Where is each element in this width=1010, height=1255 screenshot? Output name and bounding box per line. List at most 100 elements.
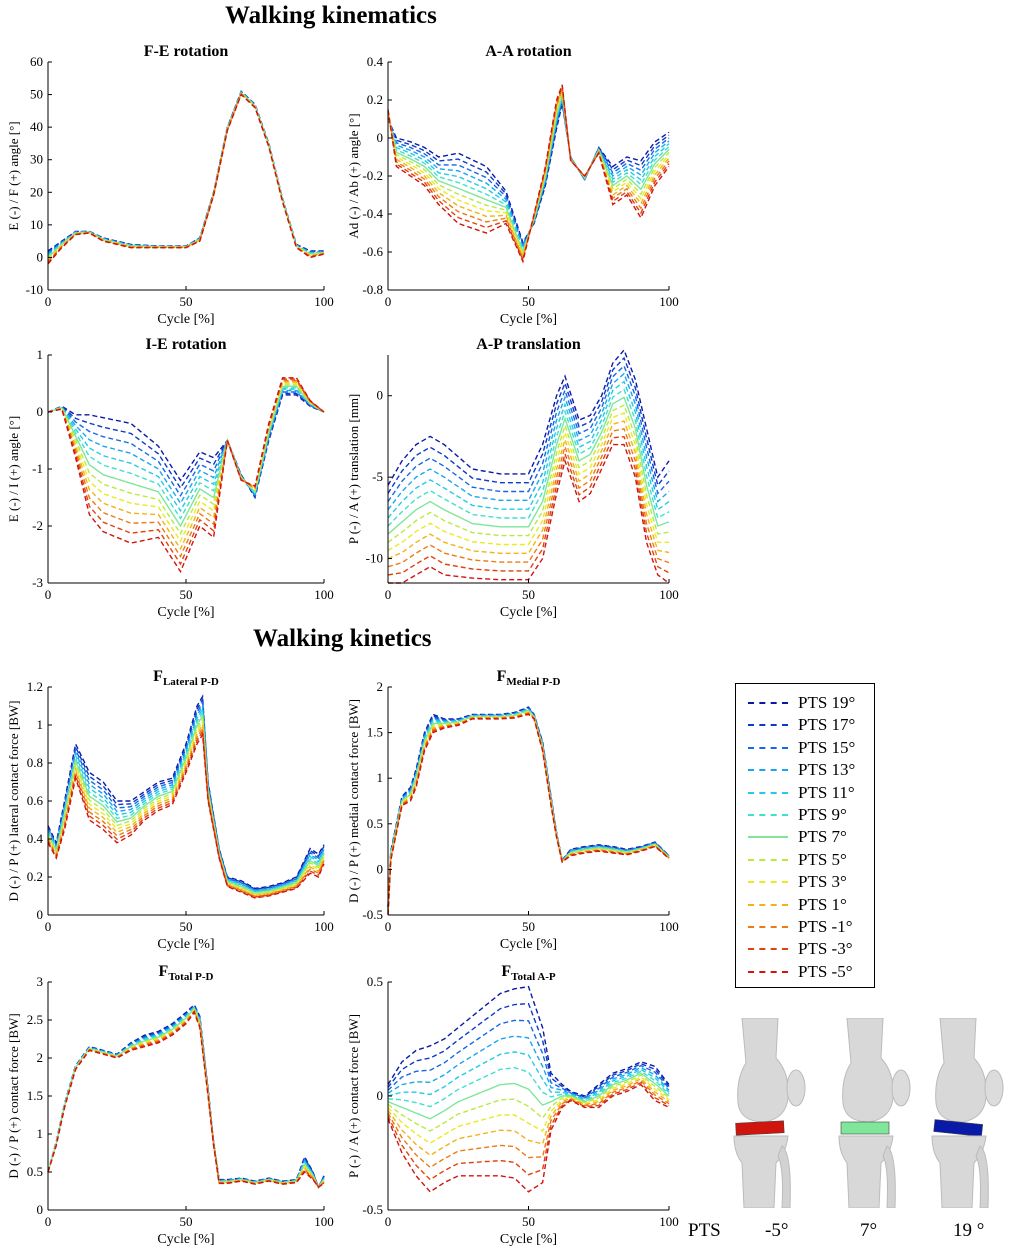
- series-line-12: [388, 443, 670, 584]
- chart-title: A-P translation: [476, 336, 581, 353]
- y-tick-label: 0.2: [27, 869, 43, 884]
- y-tick-label: 3: [37, 974, 44, 989]
- legend-label: PTS 15°: [798, 737, 856, 757]
- series-line-7: [47, 91, 325, 260]
- legend-item: PTS 19°: [748, 692, 855, 714]
- legend-swatch: [748, 970, 788, 973]
- series-line-10: [387, 87, 670, 261]
- tibia-shape: [838, 1135, 894, 1209]
- legend-item: PTS 7°: [748, 826, 847, 848]
- chart-title: FTotal A-P: [501, 963, 556, 983]
- series-line-6: [387, 1072, 670, 1120]
- series-line-10: [387, 712, 670, 914]
- knee-model-svg: [838, 1017, 911, 1209]
- x-tick-label: 50: [522, 1214, 535, 1229]
- series-line-7: [47, 716, 325, 895]
- series-line-7: [387, 404, 670, 543]
- series-line-11: [387, 1081, 670, 1181]
- y-tick-label: 40: [30, 119, 43, 134]
- x-tick-label: 0: [45, 587, 52, 602]
- legend-swatch: [748, 836, 788, 839]
- series-line-12: [47, 732, 325, 899]
- legend-label: PTS 3°: [798, 872, 847, 892]
- legend-label: PTS 7°: [798, 827, 847, 847]
- chart-total-pd-force: FTotal P-D 0 50 100 0 0.5 1 1.5 2 2.5 3 Cycle [%] D …: [0, 960, 340, 1250]
- series-line-7: [387, 710, 670, 912]
- y-tick-label: 0.5: [367, 816, 383, 831]
- series-line-6: [47, 1007, 325, 1189]
- legend-label: PTS 19°: [798, 693, 856, 712]
- series-line-9: [47, 92, 325, 262]
- series-line-12: [387, 84, 670, 264]
- series-line-11: [387, 713, 670, 915]
- series-line-0: [387, 985, 670, 1097]
- y-tick-label: 0: [37, 1202, 44, 1217]
- series-line-2: [47, 700, 325, 891]
- knee-model-svg: [733, 1017, 806, 1209]
- y-tick-label: 0.2: [367, 92, 383, 107]
- series-line-0: [47, 1003, 325, 1190]
- y-tick-label: 0: [37, 249, 44, 264]
- legend-item: PTS 11°: [748, 782, 855, 804]
- y-tick-label: 0: [377, 130, 384, 145]
- legend-item: PTS 13°: [748, 759, 855, 781]
- x-tick-label: 50: [180, 1214, 193, 1229]
- y-tick-label: -1: [32, 461, 43, 476]
- series-line-12: [47, 377, 325, 574]
- x-axis-label: Cycle [%]: [157, 1232, 214, 1247]
- series-line-10: [47, 92, 325, 263]
- series-line-3: [47, 1005, 325, 1189]
- tibial-insert: [735, 1120, 785, 1136]
- series-line-1: [47, 90, 324, 253]
- legend-item: PTS 17°: [748, 714, 855, 736]
- series-line-11: [387, 86, 670, 263]
- legend-swatch: [748, 858, 788, 861]
- tibia-shape: [733, 1135, 789, 1209]
- series-line-3: [47, 389, 325, 505]
- y-axis-label: D (-) / P (+) lateral contact force [BW]: [6, 700, 21, 901]
- series-line-2: [47, 391, 325, 498]
- legend-swatch: [748, 769, 788, 772]
- x-tick-label: 50: [522, 919, 535, 934]
- series-line-4: [47, 1006, 325, 1189]
- series-line-5: [387, 1066, 670, 1108]
- y-tick-label: 0: [377, 388, 384, 403]
- series-line-11: [47, 93, 325, 264]
- legend-item: PTS 15°: [748, 737, 855, 759]
- series-line-9: [47, 1009, 325, 1189]
- legend-label: PTS 13°: [798, 760, 856, 780]
- y-tick-label: 1.5: [367, 725, 383, 740]
- legend-swatch: [748, 926, 788, 928]
- y-tick-label: 0.6: [27, 793, 44, 808]
- pts-axis-label: PTS: [688, 1220, 721, 1241]
- series-line-8: [47, 382, 325, 543]
- series-line-9: [387, 711, 670, 913]
- patella-shape: [786, 1069, 806, 1107]
- x-tick-label: 0: [45, 1214, 52, 1229]
- series-line-1: [47, 1004, 325, 1189]
- y-axis-label: P (-) / A (+) translation [mm]: [346, 394, 361, 545]
- knee-model-svg: [931, 1017, 1004, 1209]
- chart-fe-rotation: F-E rotation 0 50 100 -10 0 10 20 30 40 50 60 Cycle …: [0, 40, 340, 330]
- legend-swatch: [748, 948, 788, 951]
- series-line-9: [387, 89, 670, 259]
- series-line-5: [47, 709, 325, 894]
- series-line-8: [387, 711, 670, 913]
- x-axis-label: Cycle [%]: [157, 312, 214, 327]
- series-line-12: [47, 93, 325, 265]
- legend-swatch: [748, 702, 788, 704]
- y-tick-label: 0: [377, 861, 384, 876]
- series-line-12: [387, 713, 670, 916]
- chart-title: FTotal P-D: [159, 963, 214, 983]
- series-line-9: [47, 722, 325, 897]
- tibial-insert: [840, 1121, 890, 1135]
- y-tick-label: 0.4: [367, 54, 384, 69]
- x-tick-label: 50: [522, 587, 535, 602]
- legend-label: PTS -5°: [798, 961, 853, 981]
- knee-model-label: 19 °: [953, 1220, 985, 1241]
- series-line-7: [387, 1074, 670, 1132]
- knee-model: [730, 1017, 820, 1209]
- x-axis-label: Cycle [%]: [157, 937, 214, 952]
- chart-title-sub: Total P-D: [168, 971, 213, 983]
- femur-shape: [737, 1017, 789, 1123]
